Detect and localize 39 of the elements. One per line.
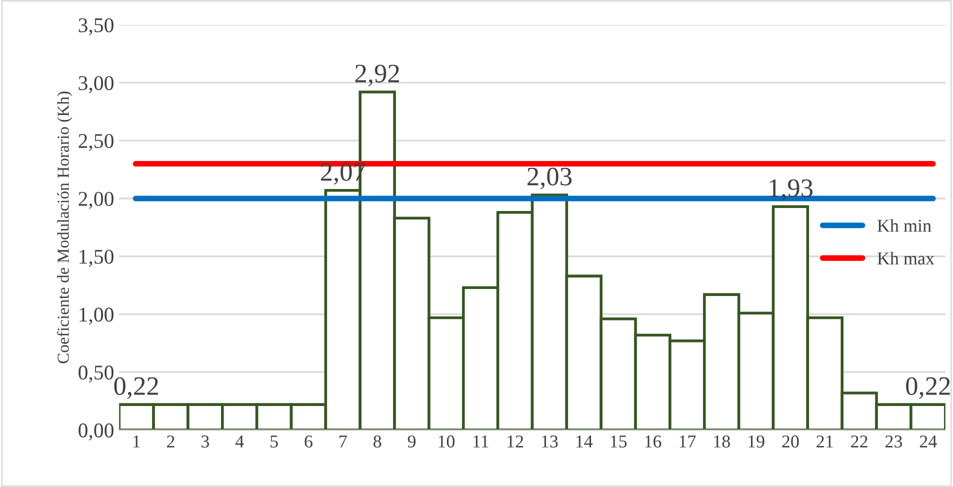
x-tick-label: 13: [542, 435, 558, 448]
x-tick-label: 20: [782, 435, 799, 448]
y-axis-title: Coeficiente de Modulación Horario (Kh): [56, 92, 72, 364]
y-tick-label: 2,50: [78, 134, 114, 152]
x-tick-label: 1: [133, 435, 140, 448]
x-tick-label: 11: [474, 435, 488, 448]
data-label: 2,03: [528, 168, 572, 190]
x-tick-label: 19: [748, 435, 764, 448]
x-tick-label: 7: [340, 436, 347, 448]
x-tick-label: 18: [714, 435, 730, 448]
legend-label: Kh max: [877, 252, 934, 265]
x-tick-label: 6: [304, 435, 312, 448]
x-tick-label: 8: [374, 435, 382, 448]
x-tick-label: 21: [816, 435, 833, 448]
y-tick-label: 3,00: [78, 76, 114, 94]
x-tick-label: 14: [576, 435, 593, 448]
x-tick-label: 5: [270, 436, 278, 448]
y-tick-label: 0,00: [78, 423, 114, 440]
y-tick-label: 0,50: [78, 366, 114, 383]
x-tick-label: 9: [408, 435, 416, 448]
x-tick-label: 12: [508, 435, 524, 448]
data-label: 2,92: [355, 64, 399, 86]
x-tick-label: 22: [851, 435, 868, 448]
y-tick-label: 3,50: [78, 18, 114, 36]
x-tick-label: 2: [167, 435, 174, 448]
y-tick-label: 1,50: [80, 250, 114, 267]
x-tick-label: 10: [438, 435, 455, 448]
data-label: 0,22: [906, 377, 950, 399]
x-tick-label: 24: [920, 435, 937, 448]
x-tick-label: 17: [680, 435, 696, 448]
legend-label: Kh min: [877, 219, 932, 232]
x-tick-label: 23: [886, 435, 902, 448]
x-tick-label: 4: [235, 436, 244, 448]
x-tick-label: 3: [202, 435, 209, 448]
y-tick-label: 1,00: [80, 308, 114, 325]
data-label: 0,22: [114, 377, 158, 399]
y-tick-label: 2,00: [78, 192, 114, 209]
x-tick-label: 15: [610, 435, 627, 448]
x-tick-label: 16: [645, 435, 662, 448]
